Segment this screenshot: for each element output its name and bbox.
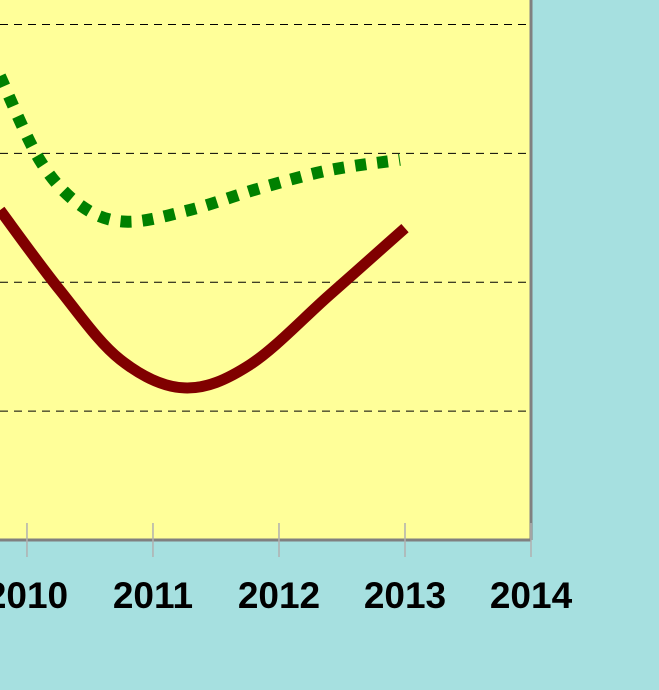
x-tick-label: 2013 [364, 575, 446, 616]
plot-area [0, 0, 530, 540]
x-tick-label: 2014 [490, 575, 573, 616]
x-tick-label: 2011 [113, 575, 193, 616]
data-line [0, 206, 409, 394]
x-tick-label: 2010 [0, 575, 68, 616]
x-tick-label: 2012 [238, 575, 320, 616]
data-line [0, 73, 401, 228]
